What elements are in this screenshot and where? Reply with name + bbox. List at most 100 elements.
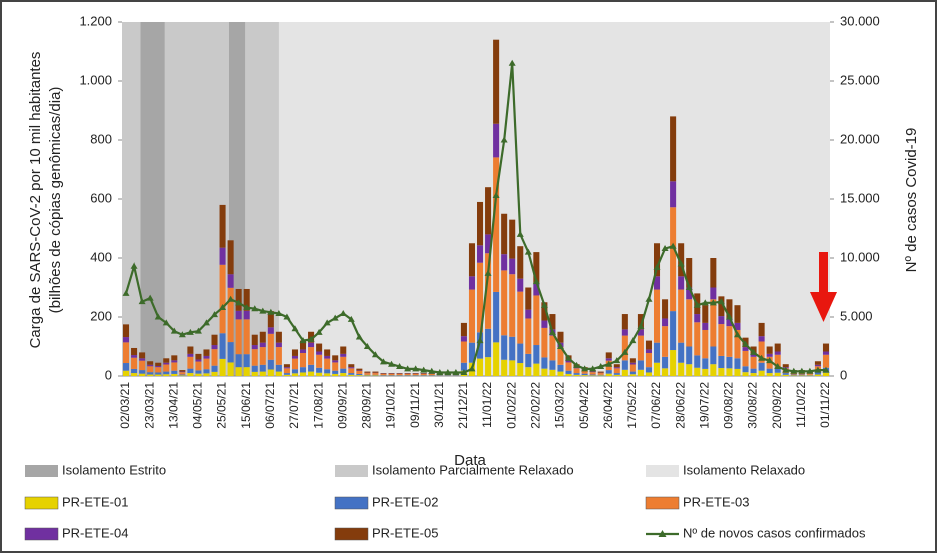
bar-segment (348, 374, 355, 376)
bar-segment (139, 358, 146, 361)
bar-segment (155, 367, 162, 373)
y-tick-label: 600 (90, 190, 112, 205)
bar-segment (621, 369, 628, 376)
line-marker (291, 325, 299, 332)
bar-segment (428, 373, 435, 376)
bar-segment (316, 367, 323, 373)
bar-segment (589, 372, 596, 375)
bar-segment (621, 329, 628, 336)
bar-segment (613, 368, 620, 374)
bar-segment (509, 360, 516, 376)
bar-segment (774, 367, 781, 373)
legend-swatch (334, 496, 369, 510)
bar-segment (814, 372, 821, 375)
bar-segment (308, 364, 315, 372)
bar-segment (565, 373, 572, 376)
x-tick-label: 01/02/22 (504, 382, 518, 429)
bar-segment (573, 368, 580, 374)
bar-segment (291, 349, 298, 356)
line-marker (396, 363, 404, 370)
bar-segment (275, 331, 282, 343)
bar-segment (139, 373, 146, 376)
bar-segment (195, 353, 202, 360)
bar-segment (147, 361, 154, 365)
bar-segment (654, 342, 661, 363)
bar-segment (380, 375, 387, 376)
bar-segment (726, 299, 733, 319)
line-marker (444, 368, 452, 375)
bar-segment (621, 335, 628, 361)
bar-segment (509, 274, 516, 337)
bar-segment (589, 375, 596, 376)
bar-segment (203, 358, 210, 370)
bar-segment (581, 375, 588, 376)
bar-segment (694, 355, 701, 368)
bar-segment (597, 375, 604, 376)
bar-segment (340, 353, 347, 357)
bar-segment (340, 356, 347, 369)
bar-segment (235, 367, 242, 376)
line-marker (669, 242, 677, 249)
bar-segment (477, 262, 484, 333)
bar-segment (155, 362, 162, 366)
bar-segment (605, 370, 612, 374)
bar-segment (798, 374, 805, 376)
bar-segment (187, 368, 194, 374)
bar-segment (637, 360, 644, 370)
bar-segment (235, 319, 242, 355)
bar-segment (179, 371, 186, 373)
bar-segment (766, 353, 773, 357)
bar-segment (734, 358, 741, 369)
bar-segment (525, 309, 532, 319)
bar-segment (324, 355, 331, 359)
bar-segment (131, 368, 138, 374)
line-marker (267, 308, 275, 315)
line-marker (468, 365, 476, 372)
bar-segment (645, 340, 652, 350)
x-tick-label: 20/09/22 (770, 382, 784, 429)
line-marker (605, 360, 613, 367)
bar-segment (324, 369, 331, 374)
line-marker (235, 299, 243, 306)
line-marker (621, 348, 629, 355)
bar-segment (259, 347, 266, 365)
bar-segment (742, 366, 749, 373)
bar-segment (348, 373, 355, 375)
line-marker (758, 354, 766, 361)
line-marker (170, 327, 178, 334)
bar-segment (203, 355, 210, 359)
bar-segment (283, 373, 290, 375)
line-marker (814, 366, 822, 373)
bar-segment (485, 234, 492, 254)
legend-label: PR-ETE-02 (372, 494, 438, 509)
bar-segment (316, 354, 323, 368)
bar-segment (629, 371, 636, 375)
bar-segment (702, 368, 709, 376)
line-marker (573, 361, 581, 368)
bar-segment (814, 374, 821, 376)
bar-segment (485, 187, 492, 235)
x-tick-label: 04/05/21 (191, 382, 205, 429)
bar-segment (477, 245, 484, 263)
line-marker (798, 367, 806, 374)
bar-segment (734, 305, 741, 323)
line-marker (524, 248, 532, 255)
bar-segment (750, 353, 757, 357)
legend-label: Isolamento Parcialmente Relaxado (372, 462, 574, 477)
bar-segment (259, 364, 266, 372)
bar-segment (155, 365, 162, 368)
bar-segment (774, 351, 781, 355)
line-marker (500, 136, 508, 143)
bar-segment (662, 368, 669, 376)
bar-segment (694, 322, 701, 356)
bar-segment (581, 370, 588, 374)
line-marker (661, 245, 669, 252)
x-tick-label: 15/06/21 (239, 382, 253, 429)
bar-segment (267, 333, 274, 360)
bar-segment (822, 351, 829, 355)
bar-segment (163, 362, 170, 365)
legend-label: Isolamento Estrito (62, 462, 166, 477)
bar-segment (637, 369, 644, 376)
line-marker (154, 313, 162, 320)
bar-segment (718, 368, 725, 376)
